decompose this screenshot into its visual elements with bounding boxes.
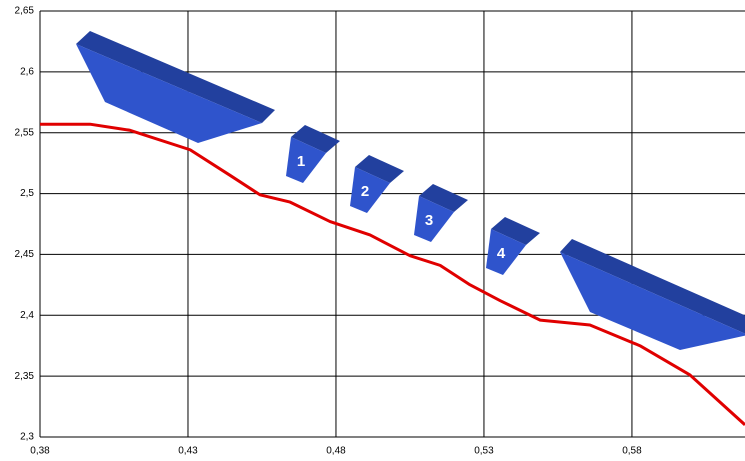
y-tick-label: 2,3 (20, 432, 34, 443)
shape-top (560, 239, 745, 334)
x-tick-label: 0,38 (30, 446, 50, 457)
shape-label: 1 (297, 153, 305, 170)
shape-top (76, 31, 275, 123)
x-tick-label: 0,58 (622, 446, 642, 457)
line (40, 122, 745, 426)
y-tick-label: 2,4 (20, 310, 34, 321)
shape-front (414, 196, 454, 242)
y-tick-label: 2,6 (20, 66, 34, 77)
shape-top (491, 217, 540, 245)
y-tick-label: 2,65 (15, 6, 35, 17)
decorative-shapes (76, 31, 745, 350)
shape-top (291, 125, 340, 153)
y-tick-label: 2,45 (15, 249, 35, 260)
shape-top (355, 155, 404, 183)
x-tick-label: 0,53 (474, 446, 494, 457)
shape-front (286, 137, 326, 183)
y-tick-label: 2,35 (15, 371, 35, 382)
x-tick-label: 0,48 (326, 446, 346, 457)
shape-front (560, 252, 745, 350)
shape-label: 3 (425, 212, 433, 229)
shape-label: 4 (497, 245, 506, 262)
shape-front (486, 229, 526, 275)
y-tick-label: 2,55 (15, 127, 35, 138)
shape-top (419, 184, 468, 212)
shape-label: 2 (361, 183, 369, 200)
shape-front (76, 44, 262, 143)
y-tick-label: 2,5 (20, 188, 34, 199)
shape-front (350, 167, 390, 213)
x-tick-label: 0,43 (178, 446, 198, 457)
